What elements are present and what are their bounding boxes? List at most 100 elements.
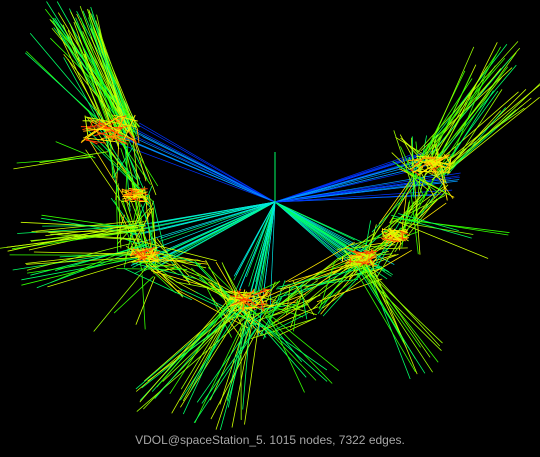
mesh-edge — [159, 272, 199, 294]
spike-edge — [156, 299, 233, 388]
cluster-edge — [354, 258, 364, 268]
mesh-edge — [152, 201, 165, 248]
mesh-edge — [275, 312, 309, 330]
spike-edge — [354, 263, 426, 374]
mesh-edge — [205, 260, 246, 331]
mesh-edge — [220, 286, 267, 338]
spike-edge — [430, 56, 513, 155]
mesh-edge — [136, 239, 217, 262]
spike-edge — [264, 315, 303, 363]
spike-edge — [432, 52, 517, 169]
cluster-edge — [254, 293, 268, 307]
cluster-edge — [111, 116, 125, 141]
spike-edge — [290, 291, 303, 328]
spike-edge — [162, 307, 241, 382]
spike-edge — [39, 151, 109, 164]
spike-edge — [417, 78, 473, 162]
mesh-edge — [361, 240, 400, 247]
cluster-edge — [346, 263, 352, 267]
spike-edge — [141, 274, 146, 330]
mesh-edge — [378, 178, 412, 225]
cluster-edge — [148, 248, 155, 260]
cluster-edge — [112, 117, 127, 128]
hub-edge — [159, 201, 276, 242]
hub-edge — [133, 201, 276, 227]
spike-edge — [209, 315, 249, 401]
cluster-edge — [399, 230, 410, 236]
mesh-edge — [131, 144, 159, 187]
hub-edge — [136, 201, 276, 256]
spike-edge — [113, 276, 154, 314]
mesh-edge — [412, 167, 417, 196]
cluster-edge — [344, 250, 356, 264]
spike-edge — [45, 224, 140, 236]
cluster-edge — [387, 232, 402, 242]
mesh-edge — [217, 281, 231, 314]
spike-edge — [436, 107, 525, 169]
cluster-edge — [412, 169, 422, 173]
spike-edge — [255, 319, 328, 371]
hub-edge — [274, 201, 362, 253]
spike-edge — [193, 328, 257, 424]
mesh-edge — [133, 260, 188, 271]
spike-edge — [365, 264, 411, 380]
spike-edge — [362, 261, 441, 347]
mesh-edge — [250, 317, 317, 339]
spike-edge — [424, 44, 508, 151]
mesh-edge — [150, 270, 209, 288]
hub-edge — [248, 201, 276, 287]
spike-edge — [35, 230, 146, 233]
spike-edge — [300, 285, 308, 320]
spike-edge — [30, 245, 144, 276]
cluster-edge — [144, 197, 149, 202]
spike-edge — [415, 58, 506, 163]
cluster-edge — [418, 157, 422, 168]
cluster-edge — [100, 135, 120, 140]
graph-caption: VDOL@spaceStation_5. 1015 nodes, 7322 ed… — [135, 433, 405, 447]
spike-edge — [363, 259, 405, 342]
cluster-edge — [348, 261, 363, 263]
cluster-edge — [133, 254, 154, 260]
spike-edge — [391, 214, 472, 239]
mesh-edge — [417, 180, 446, 220]
hub-edge — [114, 141, 276, 203]
spike-edge — [431, 97, 532, 181]
spike-edge — [354, 254, 439, 363]
cluster-edge — [349, 254, 352, 266]
spike-edge — [7, 221, 145, 252]
cluster-edge — [136, 247, 145, 262]
spike-edge — [267, 314, 305, 393]
spike-edge — [26, 243, 131, 271]
cluster-edge — [390, 230, 399, 239]
cluster-edge — [85, 116, 137, 128]
hub-edge — [274, 189, 453, 203]
hub-edge — [139, 122, 276, 203]
mesh-edge — [321, 272, 373, 309]
cluster-edge — [381, 228, 384, 237]
mesh-edge — [86, 128, 139, 181]
spike-edge — [267, 312, 340, 372]
spike-edge — [135, 296, 250, 392]
spike-edge — [436, 91, 519, 164]
spike-edge — [244, 319, 260, 425]
mesh-edge — [415, 184, 449, 217]
mesh-edge — [389, 195, 446, 224]
spike-edge — [55, 141, 96, 159]
mesh-edge — [223, 265, 257, 326]
spike-edge — [62, 24, 113, 141]
cluster-edge — [113, 114, 138, 122]
cluster-edge — [232, 291, 248, 311]
mesh-edge — [383, 185, 446, 230]
hub-edge — [139, 125, 276, 203]
cluster-edge — [133, 196, 140, 200]
spike-edge — [292, 280, 315, 316]
hub-edge — [274, 156, 419, 203]
spike-edge — [98, 28, 123, 122]
spike-edge — [201, 327, 257, 404]
mesh-edge — [140, 204, 160, 259]
graph-edges — [0, 1, 540, 430]
cluster-edge — [394, 233, 407, 240]
hub-edge — [274, 162, 436, 203]
spike-edge — [406, 218, 509, 236]
mesh-edge — [124, 268, 192, 301]
